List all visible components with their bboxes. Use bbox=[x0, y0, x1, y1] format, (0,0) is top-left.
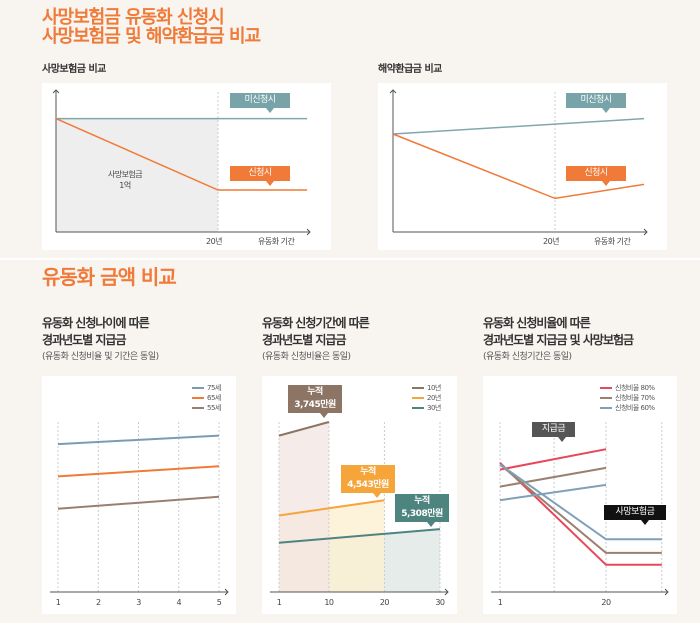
chartA-note: (유동화 신청비율 및 기간은 동일) bbox=[42, 352, 159, 362]
chartB-title2: 경과년도별 지급금 bbox=[262, 333, 346, 347]
legend-swatch bbox=[600, 387, 612, 389]
surrender-value-compare-title: 해약환급금 비교 bbox=[378, 64, 442, 75]
legend-swatch bbox=[412, 407, 424, 409]
legend-label: 신청비율 60% bbox=[615, 404, 655, 412]
x-tick-label: 20 bbox=[601, 598, 611, 607]
legend-swatch bbox=[600, 407, 612, 409]
x-tick-20y: 20년 bbox=[206, 237, 223, 246]
x-tick-label: 20 bbox=[379, 598, 390, 607]
legend-item: 10년 bbox=[412, 383, 441, 393]
chartC-note: (유동화 신청기간은 동일) bbox=[483, 352, 572, 362]
section-divider bbox=[0, 258, 700, 260]
area-label-death-benefit: 사망보험금 bbox=[107, 170, 143, 179]
legend-label: 75세 bbox=[207, 384, 221, 392]
legend-item: 30년 bbox=[412, 403, 441, 413]
death-benefit-compare-title: 사망보험금 비교 bbox=[42, 64, 106, 75]
tag-payout: 지급금 bbox=[532, 422, 575, 442]
legend-item: 75세 bbox=[192, 383, 221, 393]
legend-item: 신청비율 60% bbox=[600, 403, 655, 413]
chartC-title1: 유동화 신청비율에 따른 bbox=[483, 316, 591, 330]
callout-label: 누적 bbox=[360, 467, 376, 477]
x-tick-label: 2 bbox=[95, 598, 101, 607]
legend-item: 신청비율 80% bbox=[600, 383, 655, 393]
chartB-note: (유동화 신청비율은 동일) bbox=[262, 352, 351, 362]
legend-swatch bbox=[600, 397, 612, 399]
area-label-amount: 1억 bbox=[119, 181, 131, 190]
chartA-panel bbox=[42, 376, 236, 614]
legend-label: 30년 bbox=[427, 404, 441, 412]
callout-30y: 누적 5,308만원 bbox=[395, 494, 449, 527]
legend-swatch bbox=[192, 407, 204, 409]
x-tick-label: 3 bbox=[136, 598, 141, 607]
legend-item: 65세 bbox=[192, 393, 221, 403]
tag-applied: 신청시 bbox=[566, 166, 626, 186]
chartC-title2: 경과년도별 지급금 및 사망보험금 bbox=[483, 333, 634, 347]
tag-applied: 신청시 bbox=[230, 166, 290, 186]
page-title-line2: 사망보험금 및 해약환급금 비교 bbox=[42, 26, 261, 47]
tag-death-benefit: 사망보험금 bbox=[604, 505, 666, 525]
callout-value: 3,745만원 bbox=[294, 400, 336, 410]
callout-label: 누적 bbox=[414, 496, 430, 506]
legend-item: 20년 bbox=[412, 393, 441, 403]
x-tick-20y: 20년 bbox=[543, 237, 560, 246]
legend-label: 신청비율 80% bbox=[615, 384, 655, 392]
x-tick-label: 1 bbox=[55, 598, 61, 607]
tag-not-applied: 미신청시 bbox=[230, 93, 290, 113]
chartA-title1: 유동화 신청나이에 따른 bbox=[42, 316, 150, 330]
chartB-title1: 유동화 신청기간에 따른 bbox=[262, 316, 370, 330]
legend-label: 55세 bbox=[207, 404, 221, 412]
page-title-line1: 사망보험금 유동화 신청시 bbox=[42, 7, 225, 28]
callout-20y: 누적 4,543만원 bbox=[341, 465, 395, 498]
legend-label: 10년 bbox=[427, 384, 441, 392]
tag-not-applied: 미신청시 bbox=[566, 93, 626, 113]
x-tick-label: 1 bbox=[497, 598, 503, 607]
x-tick-label: 10 bbox=[324, 598, 334, 607]
section-title: 유동화 금액 비교 bbox=[42, 265, 177, 289]
legend-swatch bbox=[192, 397, 204, 399]
callout-10y: 누적 3,745만원 bbox=[288, 385, 342, 418]
x-tick-label: 30 bbox=[435, 598, 445, 607]
x-axis-label: 유동화 기간 bbox=[258, 237, 295, 246]
callout-value: 4,543만원 bbox=[347, 480, 389, 490]
legend-item: 55세 bbox=[192, 403, 221, 413]
legend-label: 65세 bbox=[207, 394, 221, 402]
x-tick-label: 4 bbox=[176, 598, 182, 607]
legend-label: 20년 bbox=[427, 394, 441, 402]
x-tick-label: 5 bbox=[216, 598, 222, 607]
legend-swatch bbox=[412, 387, 424, 389]
legend-label: 신청비율 70% bbox=[615, 394, 655, 402]
callout-label: 누적 bbox=[307, 387, 323, 397]
legend-item: 신청비율 70% bbox=[600, 393, 655, 403]
chartA-title2: 경과년도별 지급금 bbox=[42, 333, 126, 347]
x-axis-label: 유동화 기간 bbox=[594, 237, 631, 246]
legend-swatch bbox=[412, 397, 424, 399]
x-tick-label: 1 bbox=[276, 598, 282, 607]
callout-value: 5,308만원 bbox=[401, 509, 443, 519]
legend-swatch bbox=[192, 387, 204, 389]
